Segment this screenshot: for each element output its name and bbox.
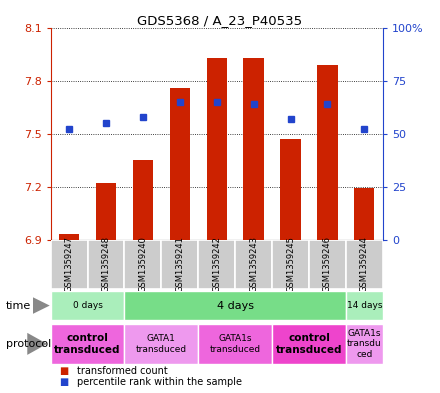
Bar	[96, 183, 116, 240]
Text: GSM1359244: GSM1359244	[360, 236, 369, 292]
Bar	[272, 324, 346, 364]
Text: GDS5368 / A_23_P40535: GDS5368 / A_23_P40535	[137, 14, 303, 27]
Text: control
transduced: control transduced	[54, 333, 121, 354]
Text: percentile rank within the sample: percentile rank within the sample	[77, 377, 242, 387]
Bar	[346, 291, 383, 320]
Text: GSM1359247: GSM1359247	[65, 236, 73, 292]
Text: GSM1359243: GSM1359243	[249, 236, 258, 292]
Text: GATA1s
transdu
ced: GATA1s transdu ced	[347, 329, 382, 359]
Bar	[51, 240, 88, 289]
Text: transformed count: transformed count	[77, 366, 168, 376]
Bar	[51, 291, 125, 320]
Text: protocol: protocol	[6, 339, 51, 349]
Text: 0 days: 0 days	[73, 301, 103, 310]
Bar	[161, 240, 198, 289]
Bar	[206, 57, 227, 240]
Bar	[59, 235, 79, 240]
Bar	[198, 240, 235, 289]
Bar	[133, 160, 153, 240]
Bar	[125, 291, 346, 320]
Text: 14 days: 14 days	[347, 301, 382, 310]
Text: GSM1359246: GSM1359246	[323, 236, 332, 292]
Text: GSM1359240: GSM1359240	[138, 236, 147, 292]
Text: GSM1359248: GSM1359248	[102, 236, 110, 292]
Bar	[309, 240, 346, 289]
Text: ■: ■	[59, 366, 69, 376]
Bar	[272, 240, 309, 289]
Bar	[125, 324, 198, 364]
Text: GSM1359241: GSM1359241	[175, 236, 184, 292]
Polygon shape	[33, 297, 50, 314]
Text: GSM1359242: GSM1359242	[212, 236, 221, 292]
Text: GATA1s
transduced: GATA1s transduced	[209, 334, 261, 354]
Bar	[51, 324, 125, 364]
Bar	[235, 240, 272, 289]
Bar	[198, 324, 272, 364]
Bar	[280, 139, 301, 240]
Bar	[317, 64, 337, 240]
Bar	[346, 324, 383, 364]
Text: GATA1
transduced: GATA1 transduced	[136, 334, 187, 354]
Text: 4 days: 4 days	[216, 301, 253, 310]
Text: ■: ■	[59, 377, 69, 387]
Bar	[346, 240, 383, 289]
Bar	[125, 240, 161, 289]
Text: control
transduced: control transduced	[276, 333, 342, 354]
Bar	[354, 188, 374, 240]
Text: GSM1359245: GSM1359245	[286, 236, 295, 292]
Bar	[170, 88, 190, 240]
Text: time: time	[6, 301, 31, 310]
Bar	[88, 240, 125, 289]
Bar	[243, 57, 264, 240]
Polygon shape	[27, 333, 47, 355]
